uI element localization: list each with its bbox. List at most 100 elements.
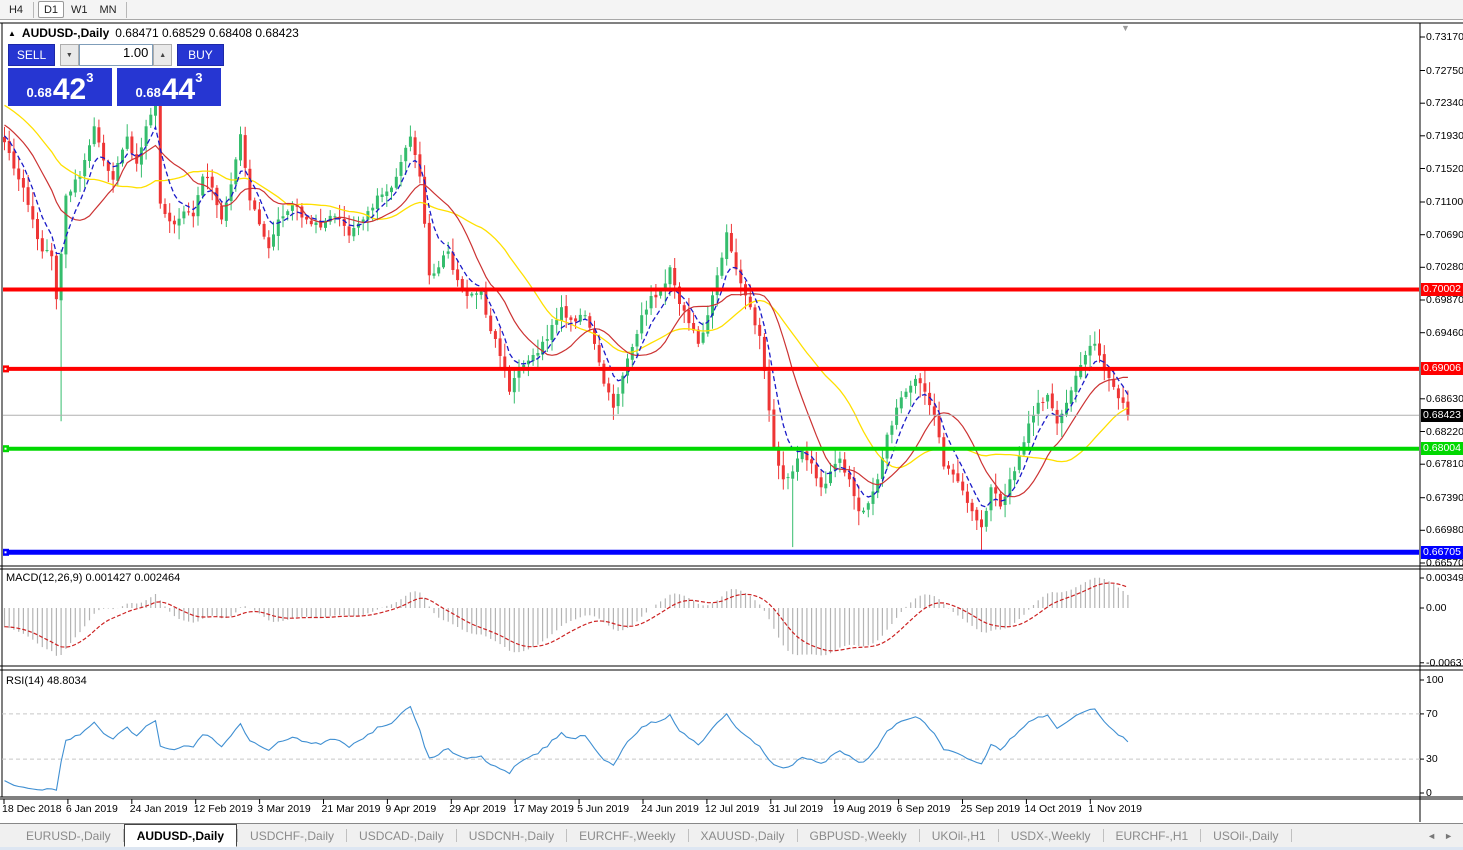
time-axis-label: 6 Sep 2019 (896, 803, 951, 815)
rsi-gridlines (2, 713, 1420, 760)
timeframe-button-w1[interactable]: W1 (71, 3, 88, 16)
chart-tab-usdcnh-daily[interactable]: USDCNH-,Daily (468, 828, 555, 843)
sell-price-box[interactable]: 0.68 42 3 (8, 68, 112, 106)
price-axis-label: 0.66570 (1426, 557, 1463, 569)
tab-separator (455, 829, 457, 842)
buy-button[interactable]: BUY (176, 44, 225, 66)
horizontal-lines[interactable] (2, 287, 1420, 556)
toolbar-separator (125, 1, 127, 18)
timeframe-button-mn[interactable]: MN (99, 3, 117, 16)
chart-tab-gbpusd-weekly[interactable]: GBPUSD-,Weekly (809, 828, 907, 843)
volume-input[interactable]: 1.00 (78, 44, 154, 66)
tab-separator (122, 829, 124, 842)
price-axis-label: 0.67810 (1426, 458, 1463, 471)
buy-price-pip: 3 (195, 70, 203, 85)
timeframe-button-d1[interactable]: D1 (38, 1, 64, 18)
price-level-label-0.69006: 0.69006 (1421, 362, 1463, 376)
chart-tab-audusd-daily[interactable]: AUDUSD-,Daily (123, 824, 238, 847)
time-axis-label: 14 Oct 2019 (1024, 803, 1082, 815)
price-axis-label: 0.72750 (1426, 64, 1463, 77)
price-level-label-0.68423: 0.68423 (1421, 408, 1463, 422)
chart-symbol-label: AUDUSD-,Daily (21, 26, 110, 40)
rsi-axis-label: 30 (1426, 753, 1438, 766)
time-axis-label: 25 Sep 2019 (960, 803, 1021, 815)
time-axis-label: 9 Apr 2019 (385, 803, 437, 815)
price-level-label-0.70002: 0.70002 (1421, 283, 1463, 296)
sell-price-prefix: 0.68 (26, 85, 52, 100)
price-axis-label: 0.72340 (1426, 97, 1463, 110)
tab-separator (1290, 829, 1292, 842)
time-axis-label: 21 Mar 2019 (321, 803, 381, 815)
chart-tab-usoil-daily[interactable]: USOil-,Daily (1213, 828, 1279, 843)
buy-price-main: 44 (161, 73, 196, 106)
price-level-label-0.66705: 0.66705 (1421, 545, 1463, 559)
tab-separator (1102, 829, 1104, 842)
timeframe-button-h4[interactable]: H4 (8, 3, 24, 16)
rsi-indicator-label: RSI(14) 48.8034 (6, 675, 87, 687)
price-axis-label: 0.66980 (1426, 524, 1463, 537)
price-axis-label: 0.68220 (1426, 425, 1463, 438)
time-axis-label: 24 Jan 2019 (129, 803, 188, 815)
time-axis-label: 6 Jan 2019 (65, 803, 118, 815)
chart-tab-eurchf-h1[interactable]: EURCHF-,H1 (1115, 828, 1189, 843)
time-axis-label: 18 Dec 2018 (2, 803, 62, 815)
chart-ohlc-values: 0.68471 0.68529 0.68408 0.68423 (115, 26, 299, 40)
price-axis-label: 0.67390 (1426, 491, 1463, 504)
price-axis-label: 0.73170 (1426, 31, 1463, 43)
time-axis-label: 12 Feb 2019 (193, 803, 253, 815)
price-axis-label: 0.71520 (1426, 162, 1463, 175)
price-axis-label: 0.71100 (1426, 196, 1463, 208)
time-axis-label: 5 Jun 2019 (577, 803, 630, 815)
time-axis-label: 17 May 2019 (513, 803, 574, 815)
chart-tab-eurchf-weekly[interactable]: EURCHF-,Weekly (579, 828, 676, 843)
sell-price-pip: 3 (86, 70, 94, 85)
chart-tab-usdcad-daily[interactable]: USDCAD-,Daily (359, 828, 444, 843)
macd-axis-label: -0.00637 (1426, 656, 1463, 669)
tab-scroll-right-icon[interactable]: ► (1444, 830, 1453, 841)
tab-separator (918, 829, 920, 842)
time-axis-label: 3 Mar 2019 (257, 803, 311, 815)
toolbar-separator (33, 1, 34, 18)
chart-tab-usdx-weekly[interactable]: USDX-,Weekly (1010, 828, 1091, 843)
price-axis-label: 0.68630 (1426, 392, 1463, 405)
price-axis-label: 0.70690 (1426, 228, 1463, 241)
macd-signal-line (4, 582, 1129, 652)
tab-separator (796, 829, 798, 842)
sell-price-main: 42 (52, 73, 87, 106)
volume-decrease-button[interactable]: ▼ (60, 44, 79, 66)
candles-group (3, 88, 1130, 552)
buy-price-box[interactable]: 0.68 44 3 (117, 68, 221, 106)
price-axis-label: 0.69460 (1426, 326, 1463, 339)
price-axis-label: 0.69870 (1426, 294, 1463, 306)
chart-title: ▲ AUDUSD-,Daily 0.68471 0.68529 0.68408 … (8, 26, 299, 40)
rsi-line (4, 705, 1129, 791)
window-bottom-edge (0, 847, 1463, 850)
tab-separator (1200, 829, 1202, 842)
chart-tab-eurusd-daily[interactable]: EURUSD-,Daily (26, 828, 111, 843)
time-axis-label: 1 Nov 2019 (1088, 803, 1143, 815)
chart-tab-usdchf-daily[interactable]: USDCHF-,Daily (250, 828, 335, 843)
macd-histogram (3, 577, 1129, 656)
rsi-axis-label: 70 (1426, 707, 1438, 720)
volume-increase-button[interactable]: ▲ (153, 44, 172, 66)
tab-separator (346, 829, 348, 842)
price-level-label-0.68004: 0.68004 (1421, 442, 1463, 456)
tab-scroll-left-icon[interactable]: ◄ (1427, 830, 1437, 841)
chart-tab-xauusd-daily[interactable]: XAUUSD-,Daily (700, 828, 785, 843)
sell-button[interactable]: SELL (8, 44, 56, 66)
tab-separator (687, 829, 689, 842)
tab-scroll-arrows: ◄ ► (1427, 824, 1463, 847)
collapse-arrow-icon[interactable]: ▲ (8, 28, 16, 38)
chart-shift-marker-icon[interactable]: ▼ (1121, 23, 1130, 33)
tab-separator (997, 829, 999, 842)
time-axis-label: 24 Jun 2019 (641, 803, 699, 815)
timeframe-toolbar: H4 D1 W1 MN (0, 0, 1463, 20)
tab-separator (237, 829, 239, 842)
buy-price-prefix: 0.68 (135, 85, 161, 100)
chart-tab-ukoil-h1[interactable]: UKOil-,H1 (931, 828, 986, 843)
price-axis-label: 0.71930 (1426, 129, 1463, 142)
chart-tab-bar: EURUSD-,Daily AUDUSD-,Daily USDCHF-,Daily U… (0, 823, 1463, 847)
one-click-trade-panel: SELL ▼ 1.00 ▲ BUY 0.68 42 3 0.68 44 3 (8, 44, 225, 106)
time-axis-label: 29 Apr 2019 (449, 803, 506, 815)
